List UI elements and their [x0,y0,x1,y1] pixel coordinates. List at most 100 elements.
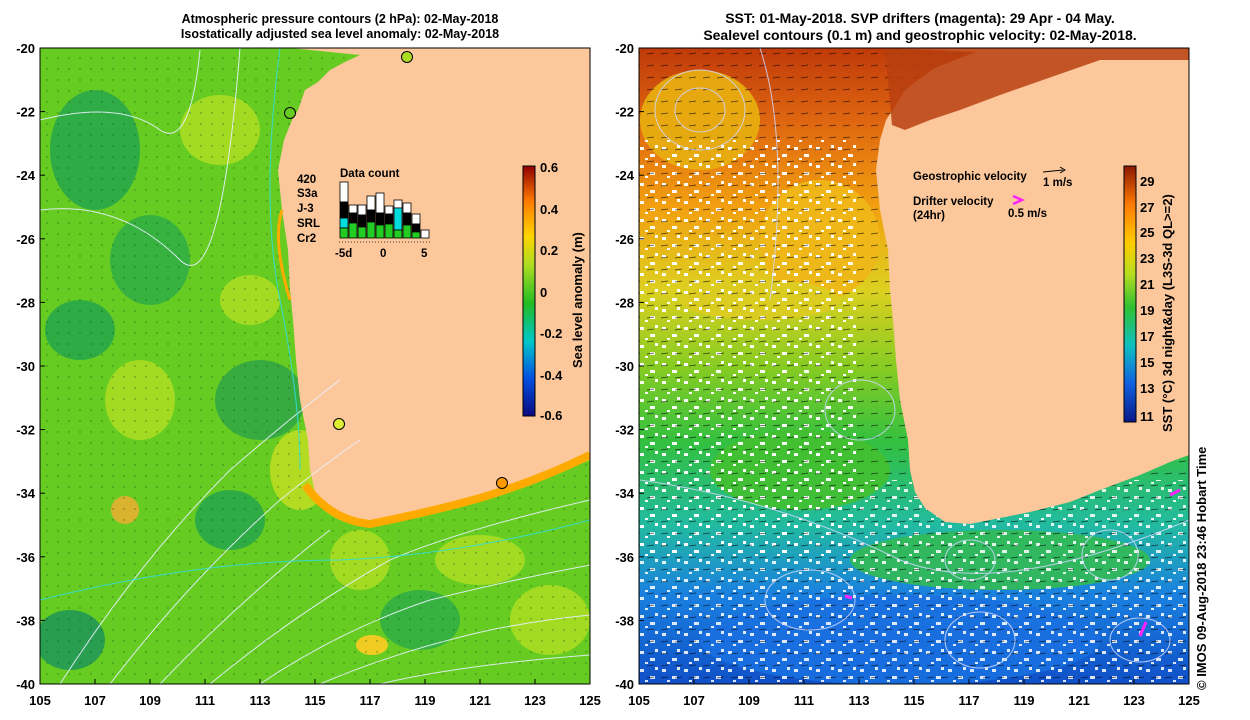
left-panel-title: Atmospheric pressure contours (2 hPa): 0… [40,12,640,42]
imos-credit: © IMOS 09-Aug-2018 23:46 Hobart Time [1194,447,1209,690]
left-y-tick-label: -36 [16,550,35,565]
right-y-tick-label: -36 [615,550,634,565]
left-y-tick-label: -24 [16,168,36,183]
sla-cb-tick-1: 0.4 [540,202,559,217]
left-x-tick-label: 123 [524,693,546,708]
inset-title: Data count [340,168,400,180]
left-x-tick-label: 109 [139,693,161,708]
sst-colorbar: 29 27 25 23 21 19 17 15 13 11 SST (°C) 3… [1123,165,1175,432]
sla-cb-tick-0: 0.6 [540,160,558,175]
coastal-high-anomaly [301,451,590,529]
mission-srl: SRL [297,218,320,230]
inset-count: 420 [297,174,316,186]
sst-map [639,48,1189,684]
sla-cb-tick-4: -0.2 [540,326,562,341]
left-y-tick-label: -20 [16,41,35,56]
sst-cb-tick-1: 27 [1140,200,1154,215]
right-panel-title: SST: 01-May-2018. SVP drifters (magenta)… [620,10,1220,44]
right-x-tick-label: 115 [904,693,925,708]
right-y-tick-label: -26 [615,232,634,247]
left-title-line1: Atmospheric pressure contours (2 hPa): 0… [181,12,499,26]
sst-cb-tick-3: 23 [1140,251,1154,266]
left-x-tick-label: 125 [579,693,601,708]
right-x-tick-label: 123 [1123,693,1145,708]
legend-geostrophic-scale: 1 m/s [1043,177,1072,189]
right-y-tick-label: -32 [615,423,634,438]
inset-bars [339,181,430,239]
australia-landmass-right [876,48,1189,524]
left-title-line2: Isostatically adjusted sea level anomaly… [180,27,500,41]
right-x-tick-label: 107 [683,693,705,708]
australia-landmass-left [278,48,590,524]
right-y-tick-label: -22 [615,105,634,120]
velocity-legend: Geostrophic velocity 1 m/s Drifter veloc… [913,166,1072,222]
sst-cb-tick-6: 17 [1140,329,1154,344]
right-y-tick-label: -38 [615,613,634,628]
legend-drifter-label: Drifter velocity [913,196,994,208]
left-x-tick-label: 115 [305,693,326,708]
left-x-tick-label: 117 [360,693,381,708]
legend-geostrophic-label: Geostrophic velocity [913,171,1027,183]
left-y-tick-label: -34 [16,486,36,501]
right-x-tick-label: 113 [849,693,870,708]
sealevel-contours [639,48,1189,669]
sla-colorbar-label: Sea level anomaly (m) [570,232,585,368]
sst-cb-tick-0: 29 [1140,174,1154,189]
left-x-tick-label: 107 [84,693,106,708]
mission-j3: J-3 [297,203,314,215]
left-x-tick-label: 113 [250,693,271,708]
data-count-inset: 420 Data count S3a J-3 SRL Cr2 -5d 0 5 [297,168,430,260]
sla-map [40,48,590,684]
right-title-line2: Sealevel contours (0.1 m) and geostrophi… [703,27,1137,43]
sst-cb-tick-9: 11 [1140,409,1154,424]
right-y-tick-label: -28 [615,295,634,310]
inset-tick-neg5: -5d [335,248,352,260]
pressure-contours [40,48,590,684]
sla-cb-tick-3: 0 [540,285,547,300]
sla-cb-tick-2: 0.2 [540,243,558,258]
left-x-tick-label: 105 [29,693,51,708]
sst-cb-tick-7: 15 [1140,355,1154,370]
mission-s3a: S3a [297,188,318,200]
left-x-tick-label: 121 [469,693,491,708]
right-y-tick-label: -20 [615,41,634,56]
left-y-tick-label: -28 [16,295,35,310]
left-x-tick-label: 111 [195,693,215,708]
left-y-tick-label: -30 [16,359,35,374]
mission-cr2: Cr2 [297,233,316,245]
sla-cb-tick-5: -0.4 [540,368,563,383]
left-y-tick-label: -32 [16,423,35,438]
right-y-tick-label: -40 [615,677,634,692]
right-x-tick-label: 121 [1068,693,1090,708]
left-y-tick-label: -38 [16,613,35,628]
right-y-tick-label: -30 [615,359,634,374]
left-y-tick-label: -22 [16,105,35,120]
inset-tick-0: 0 [380,248,386,260]
right-x-tick-label: 119 [1014,693,1035,708]
sla-colorbar: 0.6 0.4 0.2 0 -0.2 -0.4 -0.6 Sea level a… [522,160,585,423]
right-title-line1: SST: 01-May-2018. SVP drifters (magenta)… [725,10,1115,26]
inset-tick-5: 5 [421,248,428,260]
sst-cb-tick-5: 19 [1140,303,1154,318]
sst-cb-tick-2: 25 [1140,225,1154,240]
right-x-tick-label: 117 [959,693,980,708]
right-y-tick-label: -24 [615,168,635,183]
right-x-tick-label: 109 [738,693,760,708]
left-y-tick-label: -40 [16,677,35,692]
legend-drifter-scale: 0.5 m/s [1008,208,1047,220]
sst-cb-tick-8: 13 [1140,381,1154,396]
legend-drifter-period: (24hr) [913,210,945,222]
right-x-tick-label: 105 [628,693,650,708]
right-y-tick-label: -34 [615,486,635,501]
sst-colorbar-label: SST (°C) 3d night&day (L3S-3d QL>=2) [1160,194,1175,432]
right-x-tick-label: 111 [794,693,814,708]
left-x-tick-label: 119 [415,693,436,708]
tide-gauges [284,51,508,489]
svp-drifters [844,488,1181,637]
right-x-tick-label: 125 [1178,693,1200,708]
left-y-tick-label: -26 [16,232,35,247]
sst-cb-tick-4: 21 [1140,277,1154,292]
